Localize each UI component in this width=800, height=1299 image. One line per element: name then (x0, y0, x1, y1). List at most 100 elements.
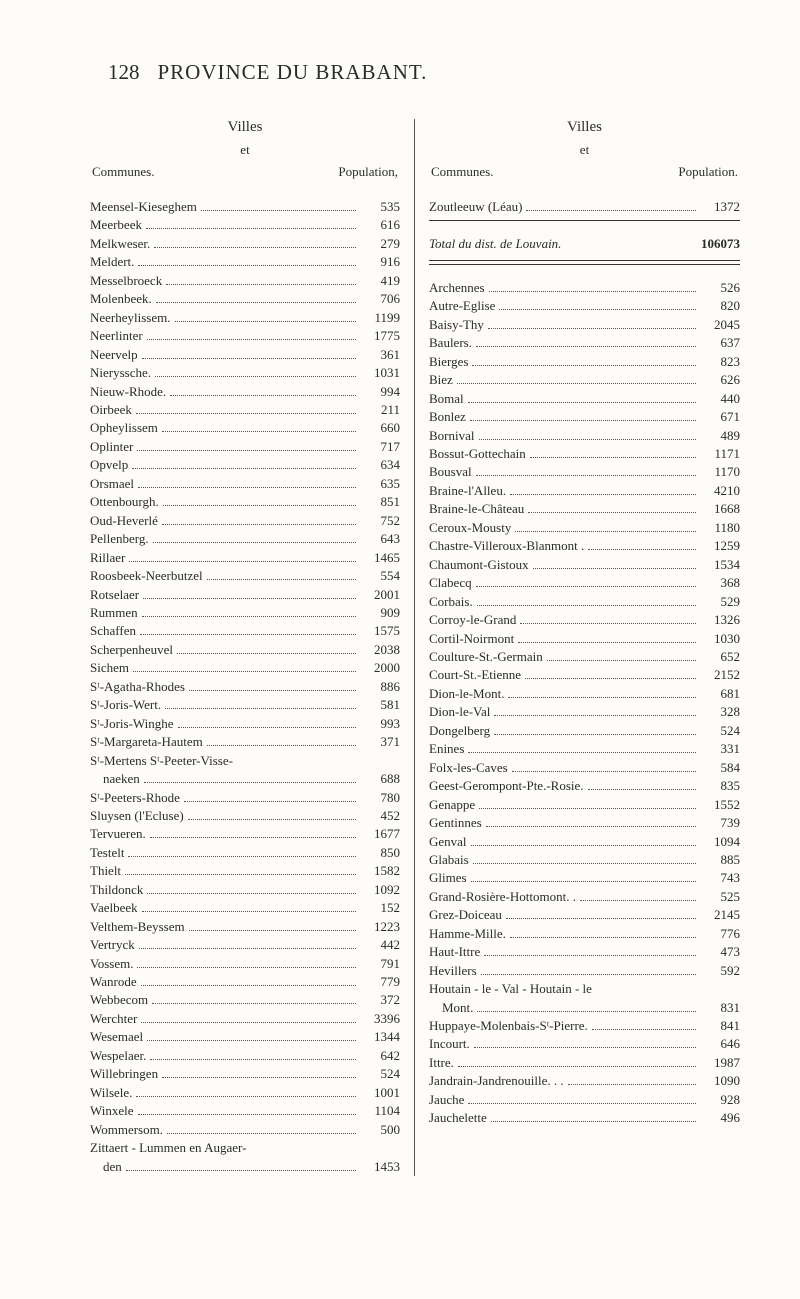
entry-name: Corbais. (429, 593, 473, 611)
entry-row: Grez-Doiceau2145 (429, 906, 740, 924)
leader-dots (479, 429, 697, 439)
entry-row: Cortil-Noirmont1030 (429, 630, 740, 648)
leader-dots (150, 1050, 356, 1060)
entry-value: 2045 (700, 316, 740, 334)
entry-value: 440 (700, 390, 740, 408)
entry-value: 916 (360, 253, 400, 271)
entry-value: 646 (700, 1035, 740, 1053)
entry-row: Sluysen (l'Ecluse)452 (90, 807, 400, 825)
entry-value: 371 (360, 733, 400, 751)
leader-dots (533, 559, 696, 569)
entry-value: 1372 (700, 198, 740, 216)
entry-value: 525 (700, 888, 740, 906)
leader-dots (152, 994, 356, 1004)
leader-dots (133, 662, 356, 672)
entry-name: Oplinter (90, 438, 133, 456)
entry-value: 1575 (360, 622, 400, 640)
label-communes: Communes. (431, 164, 493, 180)
entry-row: Baisy-Thy2045 (429, 316, 740, 334)
total-line: Total du dist. de Louvain. 106073 (429, 235, 740, 253)
entry-value: 3396 (360, 1010, 400, 1028)
leader-dots (528, 503, 696, 513)
entry-row: Sichem2000 (90, 659, 400, 677)
entry-value: 1030 (700, 630, 740, 648)
leader-dots (136, 404, 356, 414)
leader-dots (146, 219, 356, 229)
entry-row: Vossem. 791 (90, 955, 400, 973)
entry-name: Ottenbourgh. (90, 493, 159, 511)
leader-dots (126, 1160, 356, 1170)
entry-name: Grand-Rosière-Hottomont. . (429, 888, 576, 906)
entry-row: Testelt850 (90, 844, 400, 862)
entry-value: 279 (360, 235, 400, 253)
leader-dots (530, 448, 696, 458)
entry-value: 554 (360, 567, 400, 585)
entry-name: Houtain - le - Val - Houtain - le (429, 980, 592, 998)
leader-dots (140, 625, 356, 635)
entry-value: 1534 (700, 556, 740, 574)
entry-value: 652 (700, 648, 740, 666)
leader-dots (479, 799, 696, 809)
leader-dots (515, 522, 696, 532)
entry-name: Hevillers (429, 962, 477, 980)
entry-value: 581 (360, 696, 400, 714)
leader-dots (510, 928, 696, 938)
entry-name: Vaelbeek (90, 899, 138, 917)
horizontal-rule (429, 220, 740, 221)
leader-dots (468, 743, 696, 753)
entry-name: Vossem. (90, 955, 133, 973)
label-population: Population. (678, 164, 738, 180)
leader-dots (138, 256, 356, 266)
entry-value: 1031 (360, 364, 400, 382)
entry-name: Rillaer (90, 549, 125, 567)
entry-value: 780 (360, 789, 400, 807)
leader-dots (473, 854, 696, 864)
entry-value: 993 (360, 715, 400, 733)
entry-name: Braine-l'Alleu. (429, 482, 506, 500)
entry-name: Sᵗ-Joris-Winghe (90, 715, 174, 733)
entry-value: 739 (700, 814, 740, 832)
total-label: Total du dist. de Louvain. (429, 235, 561, 253)
entry-value: 1465 (360, 549, 400, 567)
entry-name: Corroy-le-Grand (429, 611, 516, 629)
leader-dots (468, 393, 696, 403)
entry-name: Neerheylissem. (90, 309, 171, 327)
entry-row: Meensel-Kieseghem 535 (90, 198, 400, 216)
leader-dots (471, 872, 696, 882)
entry-name: Melkweser. (90, 235, 150, 253)
leader-dots (494, 725, 696, 735)
leader-dots (125, 865, 356, 875)
entry-row: Ceroux-Mousty1180 (429, 519, 740, 537)
entry-value: 535 (360, 198, 400, 216)
entry-row: Jauche928 (429, 1091, 740, 1109)
entry-name: Neervelp (90, 346, 138, 364)
entry-row: Haut-Ittre473 (429, 943, 740, 961)
entry-row: Thildonck1092 (90, 881, 400, 899)
entry-value: 626 (700, 371, 740, 389)
page-header: 128 PROVINCE DU BRABANT. (108, 60, 740, 85)
entry-value: 791 (360, 955, 400, 973)
entry-name: Messelbroeck (90, 272, 162, 290)
leader-dots (142, 902, 356, 912)
leader-dots (165, 699, 356, 709)
entry-name: Meensel-Kieseghem (90, 198, 197, 216)
entry-row: Winxele1104 (90, 1102, 400, 1120)
entry-row: Werchter3396 (90, 1010, 400, 1028)
entry-row: Meerbeek616 (90, 216, 400, 234)
leader-dots (162, 1068, 356, 1078)
entry-row: Wesemael1344 (90, 1028, 400, 1046)
entry-name: Sᵗ-Mertens Sᵗ-Peeter-Visse- (90, 752, 233, 770)
entry-value: 2001 (360, 586, 400, 604)
leader-dots (201, 201, 356, 211)
entry-row: Bousval1170 (429, 463, 740, 481)
entry-value: 681 (700, 685, 740, 703)
leader-dots (153, 533, 356, 543)
entry-value: 1223 (360, 918, 400, 936)
label-population: Population, (338, 164, 398, 180)
page-title: PROVINCE DU BRABANT. (158, 60, 428, 85)
entry-name: Jauche (429, 1091, 464, 1109)
leader-dots (147, 1031, 356, 1041)
entry-name: Velthem-Beyssem (90, 918, 185, 936)
entry-name: Mont. (429, 999, 473, 1017)
leader-dots (147, 330, 356, 340)
